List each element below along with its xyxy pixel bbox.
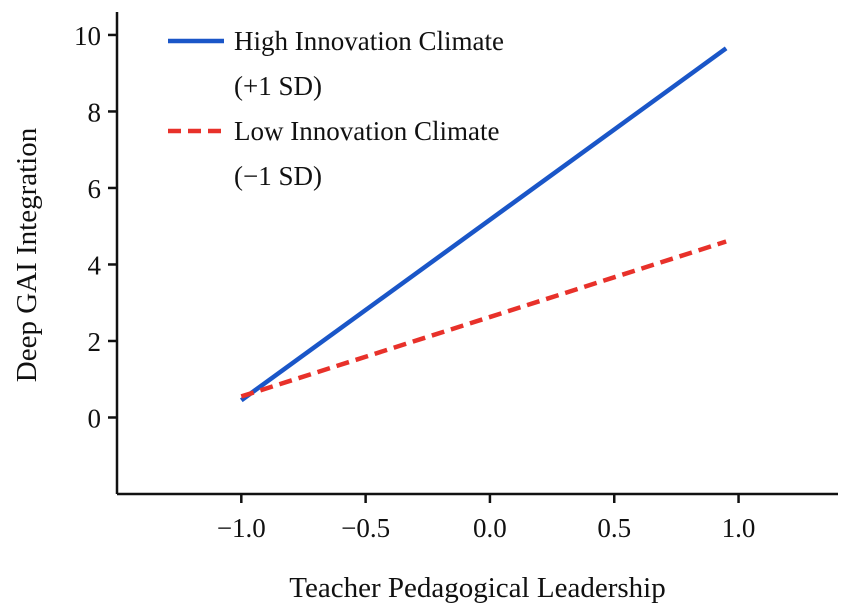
x-tick-label: −1.0 xyxy=(217,513,266,543)
y-axis-title: Deep GAI Integration xyxy=(11,127,43,382)
y-tick-label: 0 xyxy=(88,403,102,433)
legend-label-high-sd: (+1 SD) xyxy=(234,71,322,101)
legend-label-low-sd: (−1 SD) xyxy=(234,161,322,191)
x-tick-label: 1.0 xyxy=(722,513,756,543)
x-tick-label: 0.0 xyxy=(473,513,507,543)
y-tick-label: 10 xyxy=(74,21,101,51)
legend: High Innovation Climate (+1 SD) Low Inno… xyxy=(168,26,504,191)
axes xyxy=(115,12,838,496)
y-tick-label: 2 xyxy=(88,327,102,357)
legend-label-low: Low Innovation Climate xyxy=(234,116,499,146)
y-tick-label: 4 xyxy=(88,250,102,280)
x-tick-label: 0.5 xyxy=(597,513,631,543)
y-tick-label: 8 xyxy=(88,97,102,127)
series-line-high xyxy=(239,46,728,403)
x-axis-title: Teacher Pedagogical Leadership xyxy=(289,572,665,604)
series-lines xyxy=(239,46,728,403)
series-line-low xyxy=(240,239,727,399)
y-tick-label: 6 xyxy=(88,174,102,204)
x-ticks: −1.0 −0.5 0.0 0.5 1.0 xyxy=(217,494,756,543)
legend-label-high: High Innovation Climate xyxy=(234,26,504,56)
y-ticks: 0 2 4 6 8 10 xyxy=(74,21,117,433)
x-tick-label: −0.5 xyxy=(341,513,390,543)
